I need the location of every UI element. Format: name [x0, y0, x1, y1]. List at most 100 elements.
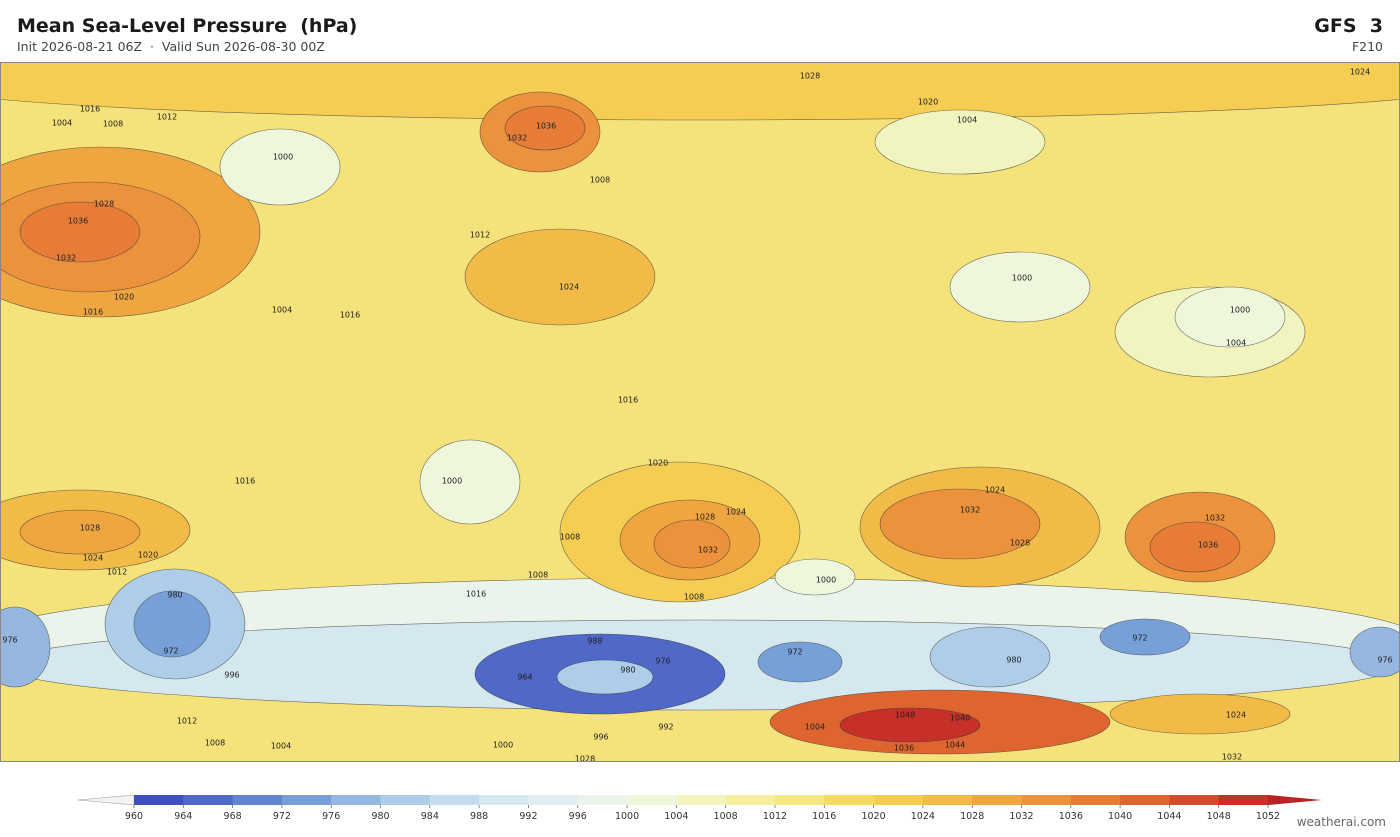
- pressure-region: [879, 488, 1041, 560]
- pressure-region: [19, 509, 141, 555]
- isobar-label: 1024: [1226, 711, 1246, 720]
- colorbar-segment: [873, 795, 924, 805]
- colorbar-segment: [922, 795, 973, 805]
- pressure-region: [464, 228, 656, 326]
- isobar-label: 1020: [648, 459, 668, 468]
- pressure-region: [757, 641, 843, 683]
- pressure-region: [19, 201, 141, 263]
- pressure-region: [1109, 693, 1291, 735]
- isobar-label: 980: [167, 591, 182, 600]
- colorbar: 960 964 968 972 976 980 984 988 992 996 1000 1004 10…: [77, 794, 1322, 822]
- pressure-region: [0, 62, 1400, 121]
- isobar-label: 1004: [272, 306, 292, 315]
- colorbar-tick-label: 1004: [664, 811, 688, 822]
- isobar-label: 1028: [695, 513, 715, 522]
- isobar-label: 1024: [83, 554, 103, 563]
- isobar-label: 992: [658, 723, 673, 732]
- forecast-hour: F210: [1351, 39, 1383, 54]
- pressure-region: [133, 590, 211, 658]
- colorbar-segment: [774, 795, 825, 805]
- isobar-label: 1032: [698, 546, 718, 555]
- model-name: GFS 3: [1314, 15, 1383, 37]
- isobar-label: 1028: [800, 72, 820, 81]
- isobar-label: 1004: [1226, 339, 1246, 348]
- colorbar-segment: [1120, 795, 1170, 805]
- pressure-region: [504, 105, 586, 151]
- colorbar-segment: [331, 795, 382, 805]
- isobar-label: 1004: [957, 116, 977, 125]
- isobar-label: 1032: [960, 506, 980, 515]
- colorbar-segment: [429, 795, 480, 805]
- pressure-region: [556, 659, 654, 695]
- colorbar-over: [1268, 795, 1322, 805]
- isobar-label: 1012: [470, 231, 490, 240]
- colorbar-tick-label: 1008: [714, 811, 738, 822]
- colorbar-segment: [528, 795, 579, 805]
- isobar-label: 1048: [895, 711, 915, 720]
- isobar-label: 1004: [271, 742, 291, 751]
- colorbar-segment: [281, 795, 332, 805]
- colorbar-segment: [479, 795, 529, 805]
- credit: weatherai.com: [1296, 815, 1386, 829]
- colorbar-segment: [577, 795, 628, 805]
- pressure-region: [874, 109, 1046, 175]
- isobar-label: 1016: [235, 477, 255, 486]
- colorbar-tick-label: 1048: [1207, 811, 1231, 822]
- colorbar-tick-label: 1044: [1157, 811, 1181, 822]
- isobar-label: 1000: [1012, 274, 1032, 283]
- colorbar-tick-label: 972: [273, 811, 291, 822]
- isobar-label: 996: [593, 733, 608, 742]
- colorbar-segment: [972, 795, 1022, 805]
- isobar-label: 1016: [618, 396, 638, 405]
- colorbar-under: [77, 794, 135, 806]
- colorbar-segment: [824, 795, 875, 805]
- isobar-label: 1000: [1230, 306, 1250, 315]
- colorbar-segment: [676, 795, 727, 805]
- isobar-label: 1000: [273, 153, 293, 162]
- colorbar-tick-label: 984: [421, 811, 439, 822]
- colorbar-segment: [627, 795, 677, 805]
- isobar-label: 1032: [507, 134, 527, 143]
- isobar-label: 1016: [340, 311, 360, 320]
- colorbar-tick-label: 1016: [812, 811, 836, 822]
- isobar-label: 1040: [950, 714, 970, 723]
- isobar-label: 1000: [816, 576, 836, 585]
- isobar-label: 1008: [560, 533, 580, 542]
- isobar-label: 1024: [726, 508, 746, 517]
- colorbar-tick-label: 1032: [1009, 811, 1033, 822]
- isobar-label: 996: [224, 671, 239, 680]
- isobar-label: 1044: [945, 741, 965, 750]
- isobar-label: 980: [1006, 656, 1021, 665]
- isobar-label: 1032: [1222, 753, 1242, 762]
- pressure-region: [419, 439, 521, 525]
- colorbar-segment: [725, 795, 776, 805]
- isobar-label: 1028: [1010, 539, 1030, 548]
- pressure-region: [929, 626, 1051, 688]
- isobar-label: 1036: [894, 744, 914, 753]
- pressure-region: [949, 251, 1091, 323]
- isobar-label: 988: [587, 637, 602, 646]
- colorbar-segment: [1021, 795, 1072, 805]
- isobar-label: 972: [1132, 634, 1147, 643]
- colorbar-tick-label: 992: [519, 811, 537, 822]
- pressure-region: [1149, 521, 1241, 573]
- pressure-region: [774, 558, 856, 596]
- map: 1020 996 988 1028 1024 1016 1012 1004 1008 1032 10…: [0, 62, 1400, 762]
- colorbar-tick-label: 1000: [615, 811, 639, 822]
- isobar-label: 1012: [107, 568, 127, 577]
- colorbar-tick-label: 960: [125, 811, 143, 822]
- isobar-label: 972: [787, 648, 802, 657]
- isobar-label: 1008: [684, 593, 704, 602]
- colorbar-segment: [380, 795, 431, 805]
- isobar-label: 1032: [1205, 514, 1225, 523]
- isobar-label: 1032: [56, 254, 76, 263]
- colorbar-segment: [134, 795, 184, 805]
- pressure-region: [0, 606, 51, 688]
- colorbar-segment: [1070, 795, 1121, 805]
- isobar-label: 1004: [805, 723, 825, 732]
- colorbar-tick-label: 988: [470, 811, 488, 822]
- isobar-label: 1016: [83, 308, 103, 317]
- pressure-region: [1174, 286, 1286, 348]
- colorbar-tick-label: 1036: [1059, 811, 1083, 822]
- isobar-label: 1024: [559, 283, 579, 292]
